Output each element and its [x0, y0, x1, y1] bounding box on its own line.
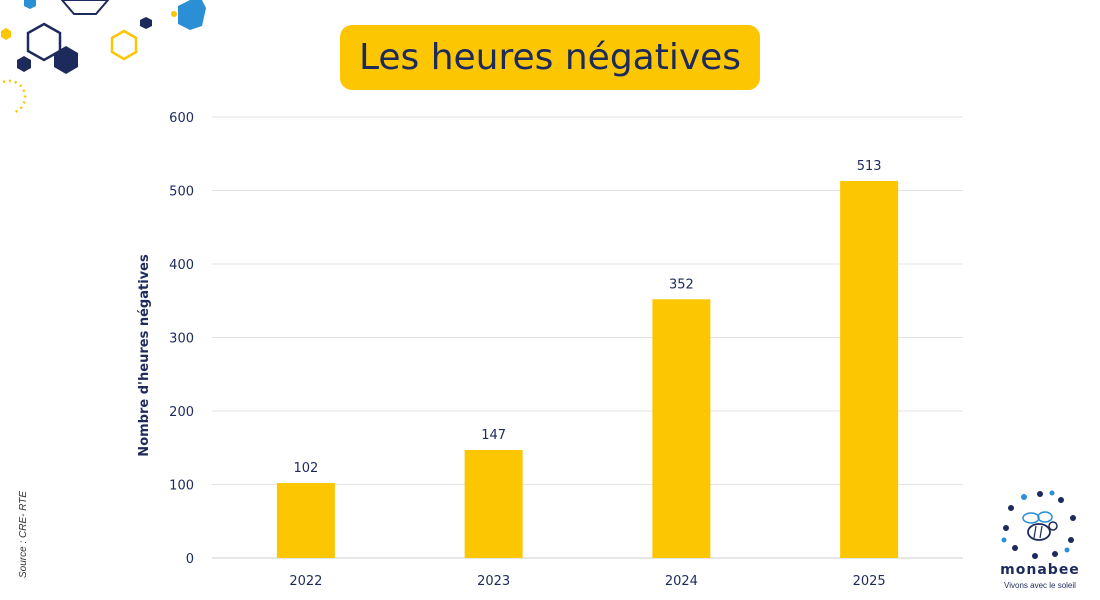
y-tick-label: 500 [169, 185, 194, 200]
bar-2025 [840, 180, 899, 558]
labels: 0 100 200 300 400 500 600 102 2022 147 2023 352 2024… [137, 111, 886, 589]
bar-2024 [652, 299, 711, 558]
page-title: Les heures négatives [340, 25, 760, 90]
y-tick-label: 200 [169, 405, 194, 420]
bee-logo-icon [1001, 490, 1076, 559]
x-tick-label: 2025 [853, 574, 886, 589]
data-label: 513 [857, 159, 882, 174]
logo-brand: monabee [1000, 562, 1080, 578]
y-axis-title: Nombre d'heures négatives [137, 254, 152, 457]
y-tick-label: 100 [169, 479, 194, 494]
y-tick-label: 300 [169, 332, 194, 347]
data-label: 147 [481, 428, 506, 443]
monabee-logo: monabee Vivons avec le soleil [995, 488, 1085, 596]
logo-tagline: Vivons avec le soleil [1004, 581, 1076, 590]
source-note: Source : CRE- RTE [18, 490, 29, 578]
y-tick-label: 600 [169, 111, 194, 126]
data-label: 352 [669, 277, 694, 292]
y-tick-label: 0 [186, 552, 194, 567]
y-tick-label: 400 [169, 258, 194, 273]
data-label: 102 [293, 461, 318, 476]
grid-lines [212, 116, 963, 559]
bar-2022 [276, 483, 335, 558]
x-tick-label: 2023 [477, 574, 510, 589]
bars [276, 180, 899, 558]
hexagon-decoration [1, 0, 206, 114]
x-tick-label: 2022 [289, 574, 322, 589]
bar-2023 [464, 449, 523, 558]
x-tick-label: 2024 [665, 574, 698, 589]
